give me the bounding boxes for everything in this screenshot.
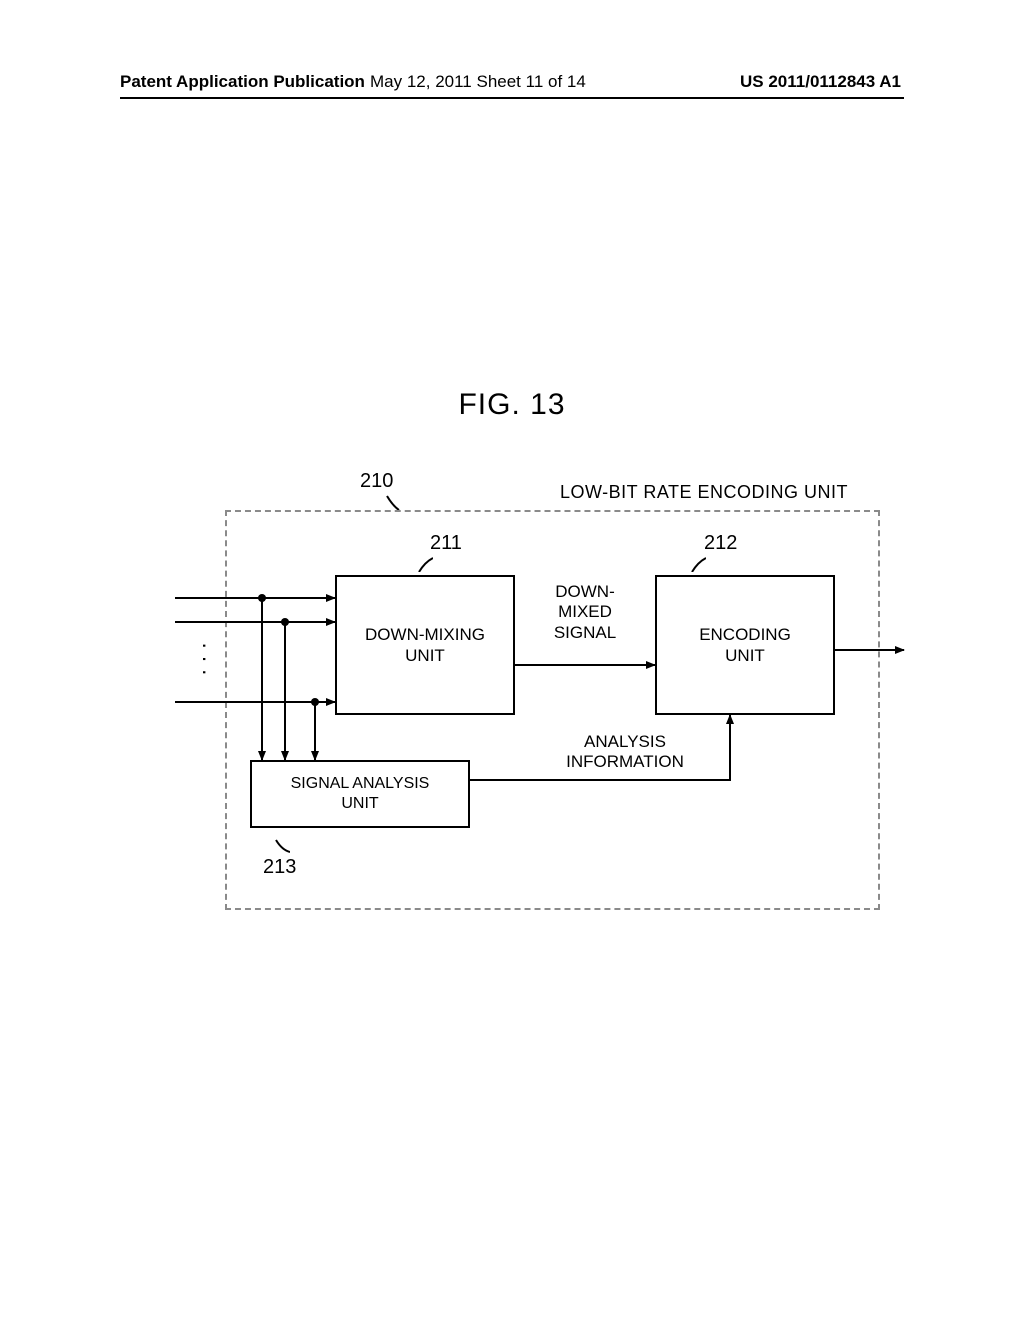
- header-left: Patent Application Publication: [120, 72, 365, 92]
- header-right: US 2011/0112843 A1: [740, 72, 901, 92]
- header-mid: May 12, 2011 Sheet 11 of 14: [370, 72, 586, 92]
- header-rule: [120, 97, 904, 99]
- analysis-to-encoding-arrow: [470, 715, 730, 780]
- arrows-layer: [120, 470, 904, 930]
- diagram: LOW-BIT RATE ENCODING UNIT 210 211 212 2…: [120, 470, 904, 930]
- figure-title: FIG. 13: [0, 388, 1024, 422]
